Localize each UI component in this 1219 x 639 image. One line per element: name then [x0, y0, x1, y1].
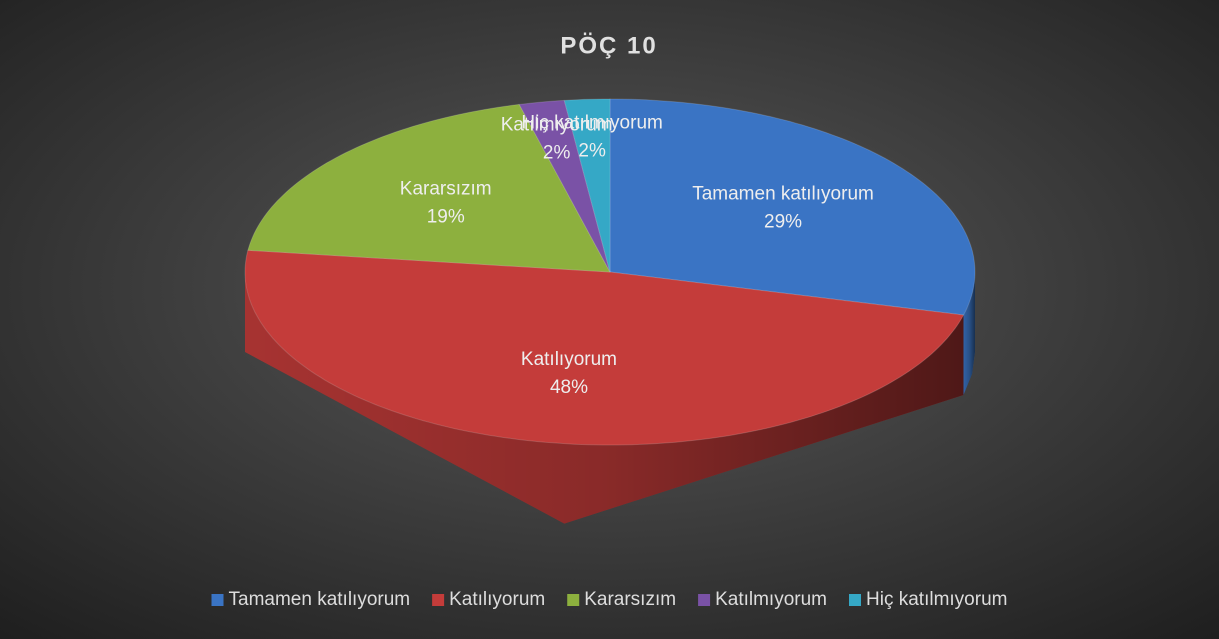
- pie-side-shade: [245, 272, 964, 524]
- pie-slice: [609, 98, 976, 316]
- pie-slice: [518, 99, 611, 273]
- slice-label: Kararsızım: [400, 178, 492, 199]
- slice-value-label: 2%: [578, 140, 606, 161]
- chart-title: PÖÇ 10: [560, 32, 657, 59]
- pie-slice: [244, 249, 965, 446]
- slice-value-label: 29%: [764, 211, 802, 232]
- legend-label: Tamamen katılıyorum: [229, 589, 411, 610]
- legend-label: Kararsızım: [584, 589, 676, 610]
- slice-label: Katılıyorum: [521, 349, 617, 370]
- legend-marker: [432, 594, 445, 606]
- legend-marker: [567, 594, 580, 606]
- legend-label: Katılmıyorum: [715, 589, 827, 610]
- legend-marker: [849, 594, 861, 606]
- pie-side-shade: [963, 272, 975, 395]
- legend-marker: [698, 594, 711, 606]
- slice-label: Katılmıyorum: [501, 114, 613, 135]
- legend: Tamamen katılıyorum Katılıyorum Kararsızım…: [211, 589, 1007, 610]
- pie-slice: [247, 103, 611, 273]
- pie-slice: [563, 98, 611, 273]
- legend-marker: [211, 594, 224, 606]
- legend-label: Katılıyorum: [449, 589, 545, 610]
- legend-label: Hiç katılmıyorum: [866, 589, 1007, 610]
- slice-value-label: 19%: [427, 206, 465, 227]
- slice-value-label: 2%: [543, 142, 571, 163]
- slice-value-label: 48%: [550, 377, 588, 398]
- slice-label: Tamamen katılıyorum: [692, 183, 874, 204]
- slice-label: Hiç katılmıyorum: [521, 112, 662, 133]
